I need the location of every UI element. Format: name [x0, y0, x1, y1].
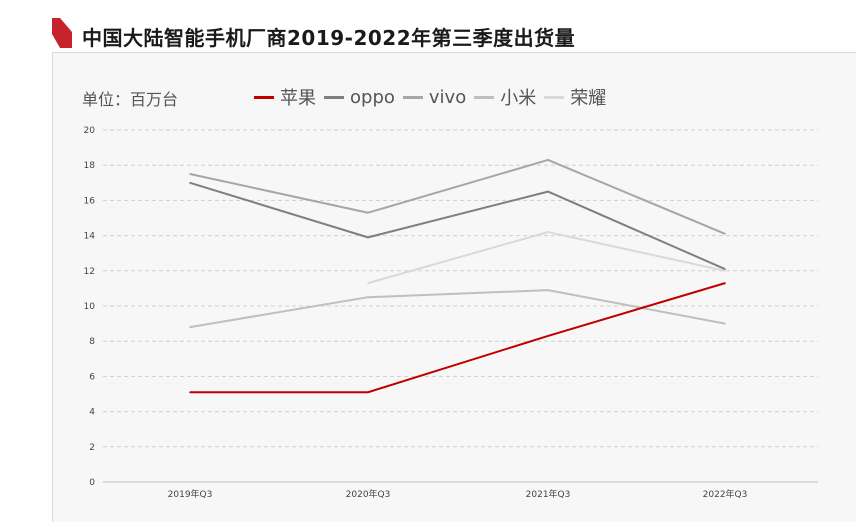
title-accent-mark — [52, 18, 72, 48]
legend-swatch — [254, 95, 274, 99]
legend-swatch — [474, 95, 495, 99]
y-tick-label: 18 — [84, 161, 96, 171]
data-point-vivo — [547, 159, 549, 161]
legend-item-苹果: 苹果 — [254, 84, 316, 110]
data-point-小米 — [189, 326, 191, 328]
y-tick-label: 6 — [89, 372, 95, 382]
data-point-vivo — [724, 233, 726, 235]
data-point-荣耀 — [724, 270, 726, 272]
series-line-vivo — [189, 158, 726, 235]
legend-label: vivo — [428, 86, 467, 108]
legend-label: 小米 — [500, 88, 537, 109]
x-tick-label: 2021年Q3 — [526, 488, 571, 500]
series-line-oppo — [189, 181, 726, 270]
y-tick-label: 16 — [84, 196, 96, 206]
data-point-vivo — [367, 211, 369, 214]
data-point-oppo — [724, 268, 726, 270]
series-line-小米 — [189, 289, 726, 329]
x-tick-label: 2019年Q3 — [168, 488, 213, 500]
legend-label: 荣耀 — [570, 88, 607, 109]
legend-item-小米: 小米 — [474, 84, 536, 110]
y-tick-label: 12 — [84, 267, 95, 277]
series-line-荣耀 — [367, 231, 726, 285]
page-title: 中国大陆智能手机厂商2019-2022年第三季度出货量 — [82, 26, 576, 50]
legend-item-vivo: vivo — [402, 86, 467, 108]
y-tick-label: 10 — [84, 302, 96, 312]
data-point-oppo — [547, 190, 549, 193]
legend-swatch — [544, 95, 565, 99]
legend-item-荣耀: 荣耀 — [544, 84, 606, 110]
legend-label: 苹果 — [280, 88, 316, 109]
data-point-荣耀 — [547, 231, 549, 233]
data-point-荣耀 — [367, 282, 369, 284]
data-point-oppo — [189, 182, 191, 184]
legend-label: oppo — [350, 86, 395, 108]
y-tick-label: 0 — [89, 478, 95, 488]
x-tick-label: 2022年Q3 — [703, 488, 748, 500]
y-tick-label: 2 — [89, 443, 95, 453]
data-point-oppo — [367, 236, 369, 239]
data-point-vivo — [189, 173, 191, 175]
unit-label: 单位：百万台 — [82, 90, 179, 109]
data-point-小米 — [547, 289, 549, 291]
legend-item-oppo: oppo — [324, 87, 395, 108]
y-tick-label: 8 — [89, 337, 95, 347]
legend-swatch — [324, 95, 344, 99]
y-tick-label: 14 — [84, 232, 96, 242]
data-point-苹果 — [189, 391, 191, 394]
legend-swatch — [402, 95, 423, 99]
data-point-苹果 — [367, 391, 369, 394]
series-line-苹果 — [190, 282, 726, 394]
y-tick-label: 4 — [89, 408, 95, 418]
data-point-苹果 — [547, 335, 549, 337]
y-tick-label: 20 — [84, 126, 96, 136]
data-point-苹果 — [724, 282, 726, 284]
data-point-小米 — [724, 322, 726, 325]
chart-legend: 苹果 oppo vivo 小米 荣耀 — [254, 84, 614, 110]
data-point-小米 — [367, 296, 369, 299]
x-tick-label: 2020年Q3 — [346, 488, 391, 500]
